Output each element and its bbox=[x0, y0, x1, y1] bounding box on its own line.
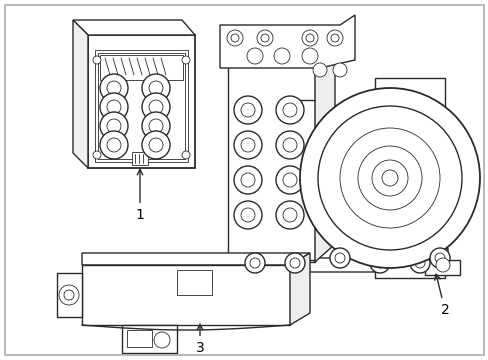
Circle shape bbox=[182, 151, 190, 159]
Polygon shape bbox=[82, 253, 309, 265]
Polygon shape bbox=[73, 20, 195, 35]
Circle shape bbox=[142, 112, 170, 140]
Circle shape bbox=[275, 131, 304, 159]
Circle shape bbox=[302, 48, 317, 64]
Polygon shape bbox=[73, 20, 88, 168]
Circle shape bbox=[149, 81, 163, 95]
Circle shape bbox=[369, 253, 389, 273]
Polygon shape bbox=[227, 65, 314, 262]
Circle shape bbox=[100, 74, 128, 102]
Circle shape bbox=[93, 56, 101, 64]
Circle shape bbox=[100, 93, 128, 121]
Circle shape bbox=[107, 138, 121, 152]
Circle shape bbox=[289, 258, 299, 268]
Circle shape bbox=[107, 81, 121, 95]
Polygon shape bbox=[177, 270, 212, 295]
Polygon shape bbox=[132, 152, 148, 165]
Circle shape bbox=[149, 119, 163, 133]
Circle shape bbox=[64, 290, 74, 300]
Polygon shape bbox=[227, 47, 334, 65]
Polygon shape bbox=[95, 50, 187, 162]
Polygon shape bbox=[424, 260, 459, 275]
Circle shape bbox=[234, 131, 262, 159]
Polygon shape bbox=[314, 47, 334, 262]
Text: 3: 3 bbox=[195, 324, 204, 355]
Circle shape bbox=[142, 74, 170, 102]
Polygon shape bbox=[220, 15, 354, 68]
Circle shape bbox=[414, 258, 424, 268]
Polygon shape bbox=[98, 53, 184, 159]
Circle shape bbox=[429, 248, 449, 268]
Circle shape bbox=[182, 56, 190, 64]
Circle shape bbox=[275, 201, 304, 229]
Circle shape bbox=[332, 63, 346, 77]
Circle shape bbox=[261, 34, 268, 42]
Circle shape bbox=[285, 253, 305, 273]
Circle shape bbox=[339, 128, 439, 228]
Circle shape bbox=[257, 30, 272, 46]
Circle shape bbox=[142, 93, 170, 121]
Polygon shape bbox=[374, 78, 444, 278]
Circle shape bbox=[275, 96, 304, 124]
Circle shape bbox=[326, 30, 342, 46]
Polygon shape bbox=[88, 35, 195, 168]
Circle shape bbox=[334, 253, 345, 263]
Circle shape bbox=[435, 258, 449, 272]
Circle shape bbox=[283, 138, 296, 152]
Circle shape bbox=[234, 201, 262, 229]
Text: 2: 2 bbox=[434, 274, 448, 317]
Circle shape bbox=[273, 48, 289, 64]
Circle shape bbox=[275, 166, 304, 194]
Polygon shape bbox=[229, 260, 444, 270]
Polygon shape bbox=[289, 253, 309, 325]
Circle shape bbox=[149, 138, 163, 152]
Circle shape bbox=[409, 253, 429, 273]
Circle shape bbox=[107, 119, 121, 133]
Circle shape bbox=[312, 63, 326, 77]
Circle shape bbox=[241, 208, 254, 222]
Circle shape bbox=[329, 248, 349, 268]
Circle shape bbox=[299, 88, 479, 268]
Circle shape bbox=[230, 34, 239, 42]
Circle shape bbox=[234, 96, 262, 124]
Circle shape bbox=[107, 100, 121, 114]
Polygon shape bbox=[227, 248, 447, 272]
Circle shape bbox=[142, 131, 170, 159]
Circle shape bbox=[249, 258, 260, 268]
Circle shape bbox=[246, 48, 263, 64]
Circle shape bbox=[100, 112, 128, 140]
Circle shape bbox=[234, 166, 262, 194]
Circle shape bbox=[434, 253, 444, 263]
Circle shape bbox=[330, 34, 338, 42]
Text: 1: 1 bbox=[135, 169, 144, 222]
Circle shape bbox=[374, 258, 384, 268]
Circle shape bbox=[59, 285, 79, 305]
Circle shape bbox=[283, 103, 296, 117]
Circle shape bbox=[357, 146, 421, 210]
Circle shape bbox=[241, 173, 254, 187]
Circle shape bbox=[283, 208, 296, 222]
Circle shape bbox=[244, 253, 264, 273]
Polygon shape bbox=[122, 325, 177, 353]
Circle shape bbox=[241, 103, 254, 117]
Circle shape bbox=[149, 100, 163, 114]
Polygon shape bbox=[100, 55, 183, 80]
Circle shape bbox=[317, 106, 461, 250]
Polygon shape bbox=[82, 265, 289, 325]
Polygon shape bbox=[57, 273, 82, 317]
Circle shape bbox=[283, 173, 296, 187]
Circle shape bbox=[226, 30, 243, 46]
Polygon shape bbox=[127, 330, 152, 347]
Circle shape bbox=[302, 30, 317, 46]
Circle shape bbox=[305, 34, 313, 42]
Circle shape bbox=[154, 332, 170, 348]
Circle shape bbox=[371, 160, 407, 196]
Circle shape bbox=[381, 170, 397, 186]
Circle shape bbox=[93, 151, 101, 159]
Circle shape bbox=[241, 138, 254, 152]
Circle shape bbox=[100, 131, 128, 159]
